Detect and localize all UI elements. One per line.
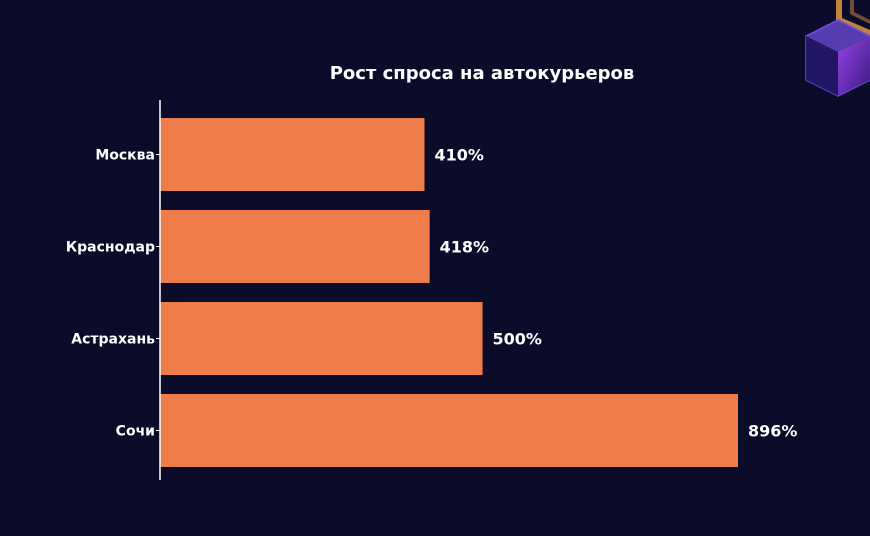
category-label-2: Астрахань	[71, 332, 155, 348]
value-label-2: 500%	[493, 330, 542, 349]
bar-2	[160, 302, 483, 375]
bar-0	[160, 118, 425, 191]
purple-cube-icon	[805, 0, 870, 97]
chart-title: Рост спроса на автокурьеров	[330, 63, 635, 84]
bars-group: Москва 410% Краснодар 418% Астрахань 500% Сочи…	[66, 118, 797, 467]
value-label-3: 896%	[748, 422, 797, 441]
bar-3	[160, 394, 738, 467]
category-label-1: Краснодар	[66, 240, 155, 256]
value-label-1: 418%	[440, 238, 489, 257]
value-label-0: 410%	[434, 146, 483, 165]
category-label-0: Москва	[95, 148, 155, 164]
bar-1	[160, 210, 430, 283]
category-label-3: Сочи	[116, 424, 155, 440]
